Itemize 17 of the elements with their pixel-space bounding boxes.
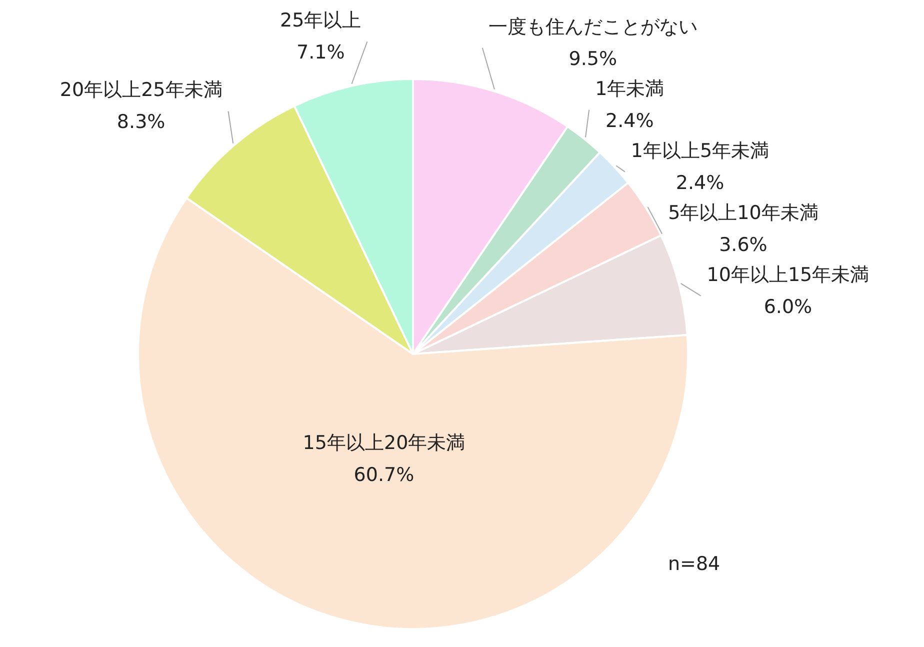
data-label: 6.0% [764,296,812,318]
data-label: 3.6% [719,234,768,256]
data-label: 7.1% [296,41,345,64]
slice-label: 一度も住んだことがない [488,16,698,38]
slice-label: 1年未満 [595,78,664,100]
slice-label: 1年以上5年未満 [630,140,770,162]
data-label: 8.3% [116,111,166,134]
data-label: 2.4% [676,172,724,194]
slice-label: 5年以上10年未満 [668,202,818,224]
slice-label: 10年以上15年未満 [706,264,870,286]
slice-label: 25年以上 [280,9,362,32]
data-label: 60.7% [354,464,414,486]
data-label: 9.5% [568,48,618,70]
slice-label: 20年以上25年未満 [60,79,222,102]
text: n=84 [668,552,720,575]
data-label: 2.4% [606,110,654,132]
slice-label: 15年以上20年未満 [302,432,466,454]
